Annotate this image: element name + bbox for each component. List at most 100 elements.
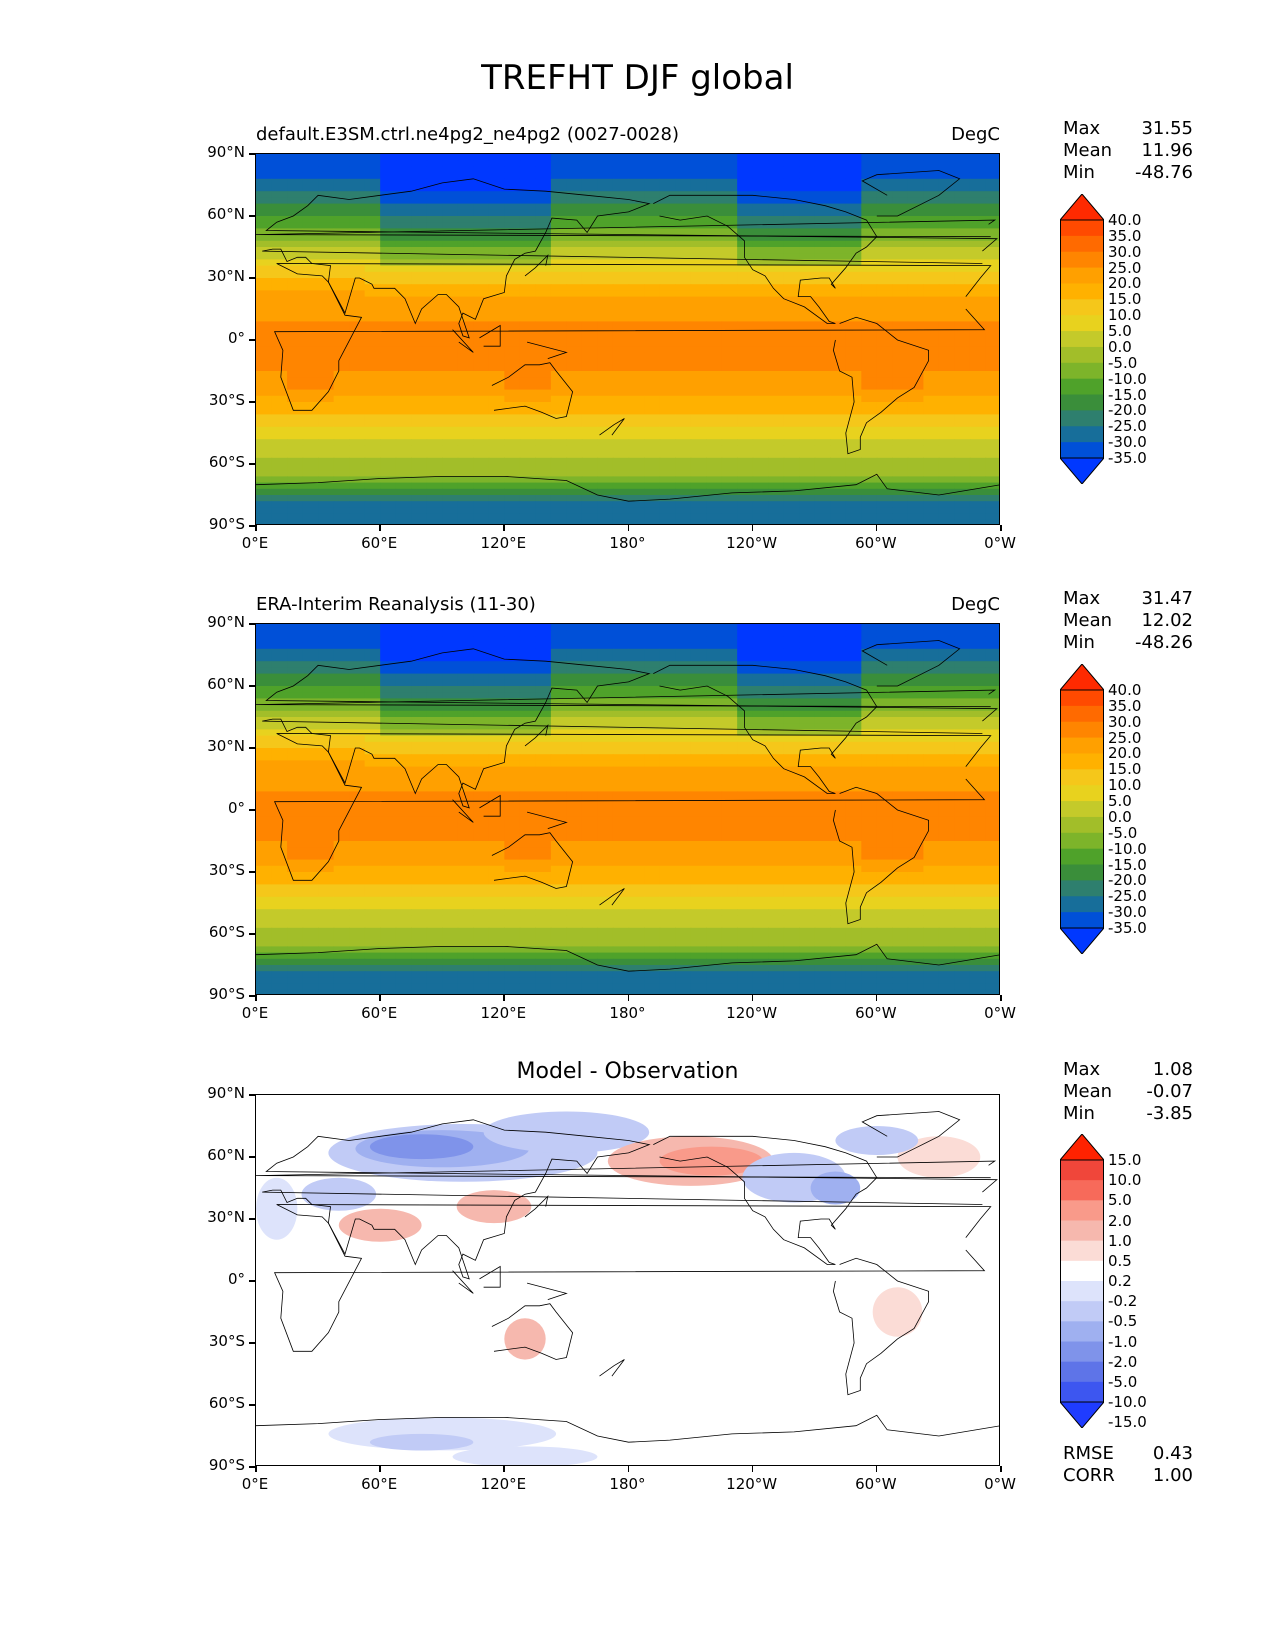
coastline [861,170,961,217]
field-cell [954,352,971,360]
field-cell [861,519,878,524]
field-cell [628,828,645,836]
field-cell [271,253,288,260]
field-cell [256,160,273,167]
field-cell [706,309,723,316]
field-cell [830,748,847,755]
field-cell [256,228,273,236]
field-cell [256,402,273,409]
field-cell [519,723,536,730]
field-cell [814,154,831,161]
field-cell [628,296,645,304]
field-cell [628,451,645,459]
field-cell [892,445,909,453]
field-cell [519,686,536,693]
field-cell [302,234,319,242]
field-cell [690,240,707,248]
field-cell [457,667,474,675]
field-cell [690,847,707,854]
field-cell [768,166,785,174]
field-cell [814,834,831,842]
field-cell [612,278,630,285]
field-cell [535,519,552,524]
field-cell [302,513,319,521]
field-cell [814,290,831,298]
field-cell [597,315,614,322]
field-cell [333,259,350,267]
field-cell [814,352,831,360]
field-cell [690,655,707,662]
field-cell [364,797,381,805]
field-cell [411,402,428,409]
field-cell [659,191,676,198]
field-cell [690,785,707,792]
field-cell [395,259,412,267]
field-cell [783,160,800,167]
field-cell [814,203,831,211]
field-cell [349,209,366,217]
field-cell [318,507,335,515]
field-cell [287,822,304,830]
field-cell [566,265,583,273]
field-cell [426,878,443,885]
field-cell [737,791,754,799]
field-cell [969,408,987,415]
field-cell [768,872,785,879]
field-cell [938,791,956,799]
field-cell [923,841,940,848]
field-cell [581,507,599,515]
field-cell [597,346,614,353]
field-cell [861,247,878,254]
field-cell [519,346,536,353]
field-cell [721,513,738,521]
field-cell [830,488,847,496]
colorbar-segment [1060,331,1104,348]
field-cell [380,865,397,873]
field-cell [675,259,692,267]
field-cell [690,166,707,174]
field-cell [271,333,288,341]
field-cell [814,302,831,310]
field-cell [628,630,645,637]
field-cell [473,754,490,761]
field-cell [457,692,474,699]
field-cell [550,352,568,360]
field-cell [721,754,738,761]
field-cell [721,507,738,515]
field-cell [504,383,521,391]
field-cell [349,772,366,780]
field-cell [597,834,614,842]
field-cell [690,810,707,817]
field-cell [861,451,878,459]
field-cell [566,352,583,360]
field-cell [256,377,273,384]
field-cell [969,160,987,167]
field-cell [550,278,568,285]
field-cell [519,661,536,668]
field-cell [349,302,366,310]
field-cell [504,346,521,353]
field-cell [799,834,816,842]
field-cell [876,810,893,817]
field-cell [426,377,443,384]
field-cell [612,340,630,347]
field-cell [814,735,831,743]
field-cell [442,426,459,434]
field-cell [271,865,288,873]
field-cell [504,222,521,229]
field-cell [675,661,692,668]
field-cell [318,482,335,490]
field-cell [535,667,552,675]
field-cell [504,253,521,260]
field-cell [752,692,769,699]
field-cell [411,648,428,656]
field-cell [473,371,490,378]
field-cell [333,228,350,236]
field-cell [907,327,924,335]
field-cell [442,389,459,397]
field-cell [690,729,707,737]
field-cell [954,482,971,490]
field-cell [675,402,692,409]
field-cell [287,636,304,644]
field-cell [954,160,971,167]
